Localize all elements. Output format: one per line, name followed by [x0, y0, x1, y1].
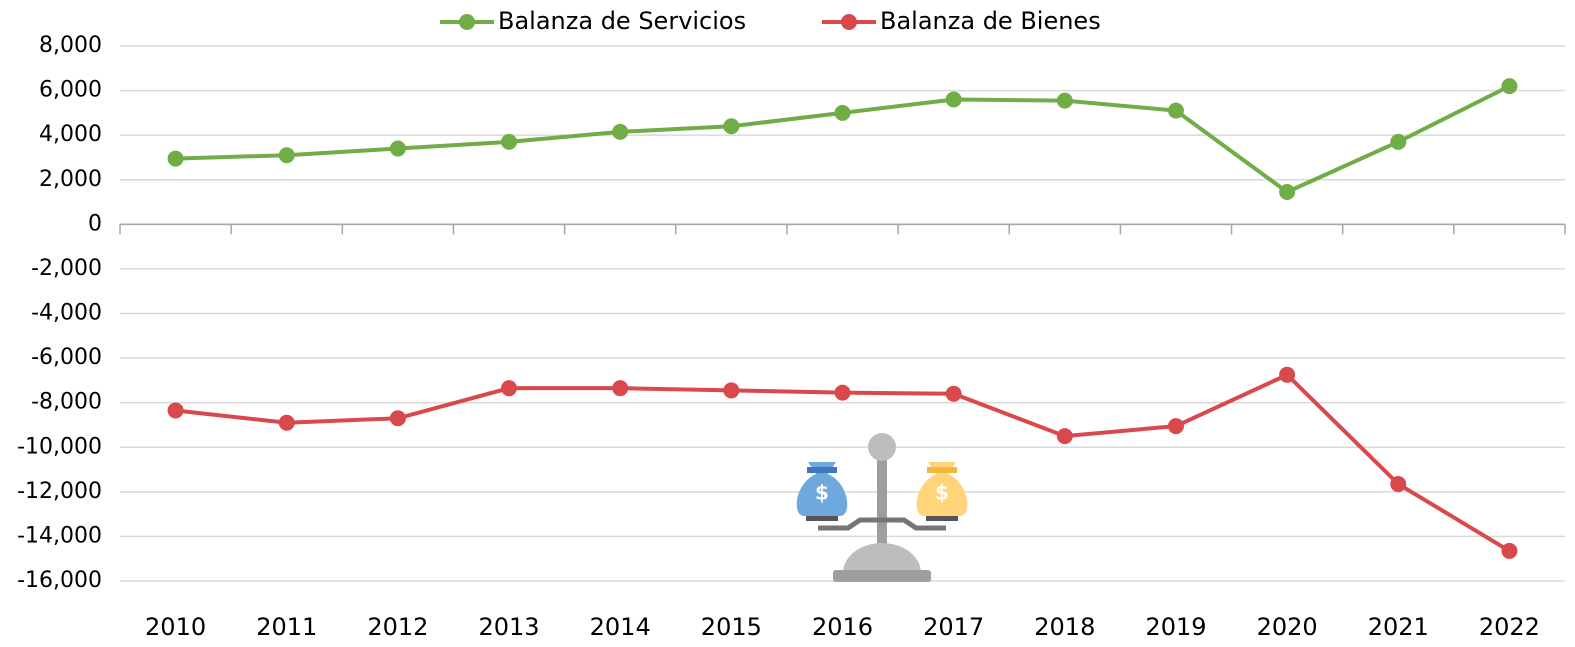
legend-label: Balanza de Bienes [880, 7, 1101, 35]
point [1057, 93, 1073, 109]
x-tick-label: 2013 [478, 613, 539, 641]
x-tick-label: 2022 [1479, 613, 1540, 641]
point [1501, 543, 1517, 559]
point [946, 92, 962, 108]
y-tick-label: -8,000 [31, 390, 102, 415]
y-tick-label: 8,000 [39, 33, 102, 58]
x-tick-label: 2017 [923, 613, 984, 641]
svg-text:$: $ [815, 481, 829, 505]
point [835, 105, 851, 121]
x-tick-label: 2011 [256, 613, 317, 641]
point [723, 382, 739, 398]
point [1501, 78, 1517, 94]
y-tick-label: -10,000 [17, 434, 102, 459]
y-tick-label: 2,000 [39, 167, 102, 192]
y-tick-label: 6,000 [39, 78, 102, 103]
legend-marker [459, 14, 475, 30]
y-tick-label: -2,000 [31, 256, 102, 281]
y-tick-label: -6,000 [31, 345, 102, 370]
point [501, 380, 517, 396]
x-tick-label: 2012 [367, 613, 428, 641]
y-tick-label: -4,000 [31, 301, 102, 326]
x-tick-label: 2020 [1257, 613, 1318, 641]
series-line [176, 86, 1510, 192]
point [835, 385, 851, 401]
legend-label: Balanza de Servicios [498, 7, 746, 35]
y-tick-label: -12,000 [17, 479, 102, 504]
series-line [176, 375, 1510, 551]
point [501, 134, 517, 150]
svg-text:$: $ [935, 481, 949, 505]
point [390, 410, 406, 426]
y-tick-label: 4,000 [39, 122, 102, 147]
point [168, 402, 184, 418]
point [1279, 367, 1295, 383]
x-tick-label: 2021 [1368, 613, 1429, 641]
point [1390, 134, 1406, 150]
scale-icon: $ $ [797, 433, 968, 582]
x-tick-label: 2018 [1034, 613, 1095, 641]
point [279, 147, 295, 163]
chart: $ $ 8,000 6,000 4,000 2,000 0 -2,000 -4,000 -6,… [0, 0, 1575, 643]
point [1168, 103, 1184, 119]
point [279, 415, 295, 431]
point [612, 380, 628, 396]
point [946, 386, 962, 402]
y-tick-label: -16,000 [17, 568, 102, 593]
x-tick-label: 2010 [145, 613, 206, 641]
x-tick-label: 2019 [1145, 613, 1206, 641]
y-tick-label: 0 [88, 211, 102, 236]
point [390, 141, 406, 157]
x-tick-label: 2016 [812, 613, 873, 641]
x-tick-label: 2015 [701, 613, 762, 641]
point [1390, 476, 1406, 492]
point [723, 118, 739, 134]
point [168, 151, 184, 167]
point [1168, 418, 1184, 434]
point [1279, 184, 1295, 200]
point [1057, 428, 1073, 444]
legend-marker [841, 14, 857, 30]
x-tick-label: 2014 [590, 613, 651, 641]
y-tick-label: -14,000 [17, 523, 102, 548]
point [612, 124, 628, 140]
